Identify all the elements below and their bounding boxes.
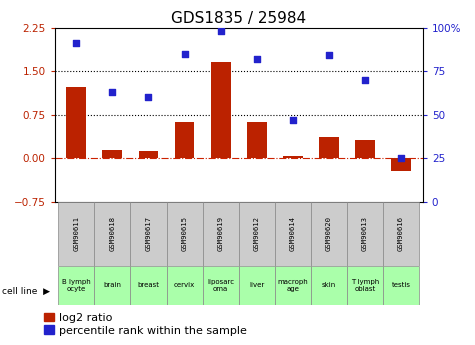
Bar [275, 266, 311, 305]
Text: GSM90616: GSM90616 [398, 216, 404, 251]
Bar [131, 202, 167, 266]
Bar [355, 140, 375, 158]
Bar [211, 62, 230, 158]
Text: B lymph
ocyte: B lymph ocyte [62, 279, 91, 292]
Point [73, 40, 80, 46]
Bar [319, 137, 339, 158]
Bar [383, 266, 419, 305]
Text: brain: brain [104, 283, 122, 288]
Text: GSM90620: GSM90620 [326, 216, 332, 251]
Point [181, 51, 189, 57]
Bar [311, 266, 347, 305]
Point [109, 89, 116, 95]
Point [289, 117, 296, 123]
Bar [391, 158, 411, 171]
Bar [167, 266, 203, 305]
Text: GSM90613: GSM90613 [362, 216, 368, 251]
Text: cell line  ▶: cell line ▶ [2, 287, 50, 296]
Text: liver: liver [249, 283, 265, 288]
Bar [311, 202, 347, 266]
Text: GSM90618: GSM90618 [109, 216, 115, 251]
Bar [175, 122, 194, 158]
Text: cervix: cervix [174, 283, 195, 288]
Text: GSM90619: GSM90619 [218, 216, 224, 251]
Point [397, 156, 405, 161]
Bar [239, 266, 275, 305]
Legend: log2 ratio, percentile rank within the sample: log2 ratio, percentile rank within the s… [44, 313, 247, 336]
Text: macroph
age: macroph age [277, 279, 308, 292]
Point [217, 28, 225, 34]
Bar [283, 156, 303, 158]
Text: liposarc
oma: liposarc oma [207, 279, 234, 292]
Text: breast: breast [137, 283, 160, 288]
Point [253, 56, 260, 62]
Bar [247, 122, 266, 158]
Text: GSM90612: GSM90612 [254, 216, 260, 251]
Bar [275, 202, 311, 266]
Bar [58, 266, 95, 305]
Bar [203, 202, 239, 266]
Bar [58, 202, 95, 266]
Text: testis: testis [391, 283, 410, 288]
Text: GSM90617: GSM90617 [145, 216, 152, 251]
Bar [383, 202, 419, 266]
Text: GSM90611: GSM90611 [73, 216, 79, 251]
Title: GDS1835 / 25984: GDS1835 / 25984 [171, 11, 306, 27]
Bar [66, 87, 86, 158]
Bar [203, 266, 239, 305]
Point [361, 77, 369, 83]
Text: GSM90614: GSM90614 [290, 216, 296, 251]
Bar [103, 150, 122, 158]
Bar [347, 202, 383, 266]
Bar [95, 202, 131, 266]
Bar [95, 266, 131, 305]
Point [145, 95, 152, 100]
Point [325, 53, 332, 58]
Bar [131, 266, 167, 305]
Bar [139, 151, 158, 158]
Bar [239, 202, 275, 266]
Bar [167, 202, 203, 266]
Text: T lymph
oblast: T lymph oblast [351, 279, 379, 292]
Text: skin: skin [322, 283, 336, 288]
Bar [347, 266, 383, 305]
Text: GSM90615: GSM90615 [181, 216, 188, 251]
